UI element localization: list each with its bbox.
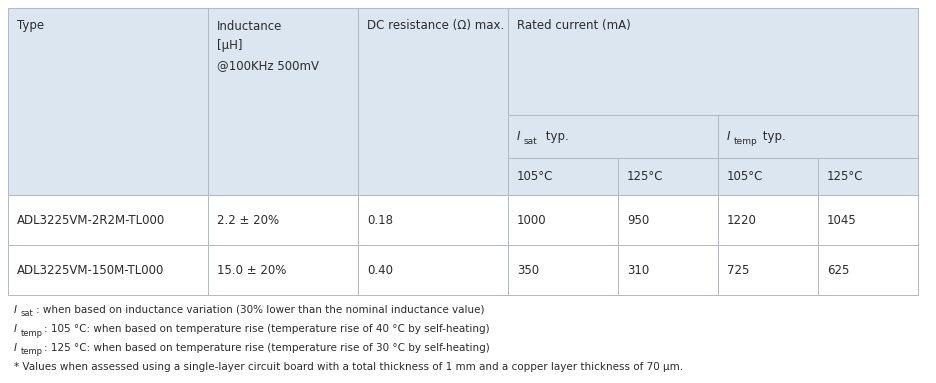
- Text: 725: 725: [727, 264, 750, 277]
- Text: 15.0 ± 20%: 15.0 ± 20%: [217, 264, 286, 277]
- Text: 625: 625: [827, 264, 849, 277]
- Text: I: I: [14, 343, 17, 353]
- Text: ADL3225VM-150M-TL000: ADL3225VM-150M-TL000: [17, 264, 165, 277]
- Bar: [818, 195, 918, 245]
- Text: typ.: typ.: [542, 130, 569, 143]
- Bar: [208, 195, 358, 245]
- Bar: [508, 158, 618, 195]
- Bar: [508, 245, 618, 295]
- Text: DC resistance (Ω) max.: DC resistance (Ω) max.: [367, 20, 505, 33]
- Text: : 125 °C: when based on temperature rise (temperature rise of 30 °C by self-heat: : 125 °C: when based on temperature rise…: [44, 343, 490, 353]
- Text: 125°C: 125°C: [827, 170, 864, 183]
- Bar: [718, 245, 818, 295]
- Text: I: I: [517, 130, 520, 143]
- Bar: [508, 8, 918, 115]
- Text: I: I: [727, 130, 730, 143]
- Text: 350: 350: [517, 264, 539, 277]
- Text: 105°C: 105°C: [517, 170, 553, 183]
- Bar: [208, 8, 358, 195]
- Bar: [358, 245, 508, 295]
- Text: temp: temp: [734, 137, 758, 146]
- Text: sat: sat: [21, 309, 34, 319]
- Text: typ.: typ.: [759, 130, 785, 143]
- Bar: [818, 245, 918, 295]
- Text: 1000: 1000: [517, 213, 547, 226]
- Text: Type: Type: [17, 20, 44, 33]
- Text: Inductance: Inductance: [217, 20, 283, 33]
- Bar: [618, 195, 718, 245]
- Bar: [718, 115, 918, 158]
- Text: temp: temp: [21, 347, 43, 357]
- Bar: [358, 8, 508, 195]
- Bar: [508, 195, 618, 245]
- Text: Rated current (mA): Rated current (mA): [517, 20, 631, 33]
- Text: ADL3225VM-2R2M-TL000: ADL3225VM-2R2M-TL000: [17, 213, 166, 226]
- Text: 125°C: 125°C: [627, 170, 664, 183]
- Text: 2.2 ± 20%: 2.2 ± 20%: [217, 213, 279, 226]
- Bar: [208, 245, 358, 295]
- Text: 0.40: 0.40: [367, 264, 393, 277]
- Text: @100KHz 500mV: @100KHz 500mV: [217, 59, 319, 72]
- Text: * Values when assessed using a single-layer circuit board with a total thickness: * Values when assessed using a single-la…: [14, 362, 683, 372]
- Bar: [8, 195, 208, 245]
- Bar: [358, 195, 508, 245]
- Bar: [618, 245, 718, 295]
- Text: [μH]: [μH]: [217, 39, 242, 52]
- Bar: [718, 195, 818, 245]
- Bar: [508, 115, 718, 158]
- Text: I: I: [14, 324, 17, 334]
- Text: 0.18: 0.18: [367, 213, 393, 226]
- Bar: [8, 8, 208, 195]
- Text: : when based on inductance variation (30% lower than the nominal inductance valu: : when based on inductance variation (30…: [36, 305, 485, 315]
- Bar: [8, 245, 208, 295]
- Text: 1220: 1220: [727, 213, 757, 226]
- Bar: [718, 158, 818, 195]
- Bar: [818, 158, 918, 195]
- Text: temp: temp: [21, 329, 43, 337]
- Text: : 105 °C: when based on temperature rise (temperature rise of 40 °C by self-heat: : 105 °C: when based on temperature rise…: [44, 324, 490, 334]
- Text: 310: 310: [627, 264, 650, 277]
- Text: 105°C: 105°C: [727, 170, 764, 183]
- Text: 950: 950: [627, 213, 650, 226]
- Text: I: I: [14, 305, 17, 315]
- Text: 1045: 1045: [827, 213, 856, 226]
- Text: sat: sat: [524, 137, 538, 146]
- Bar: [618, 158, 718, 195]
